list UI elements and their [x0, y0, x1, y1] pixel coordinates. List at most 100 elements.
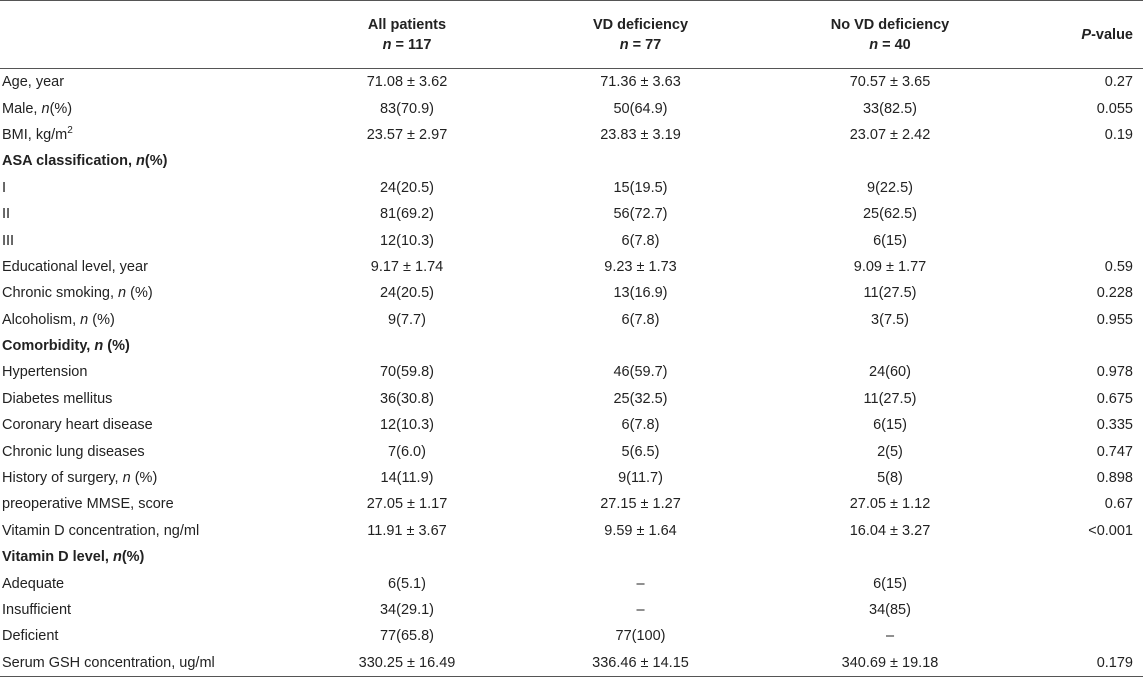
row-label-rest: (%): [121, 549, 145, 566]
table-row: I 24(20.5) 15(19.5) 9(22.5): [0, 175, 1143, 201]
table-row: Educational level, year 9.17 ± 1.74 9.23 ±…: [0, 254, 1143, 280]
cell-vd-deficiency: [522, 333, 759, 359]
section-header-row: Vitamin D level, n(%): [0, 544, 1143, 570]
cell-p-value: <0.001: [1088, 522, 1133, 539]
cell-all-patients: 7(6.0): [388, 443, 426, 460]
row-label-text: History of surgery,: [2, 470, 123, 487]
cell-p-value: 0.747: [1096, 443, 1133, 460]
cell-vd-deficiency: –: [636, 602, 645, 618]
header-no-vd-deficiency: No VD deficiency n = 40: [759, 0, 1021, 69]
table-body: Age, year 71.08 ± 3.62 71.36 ± 3.63 70.57 ±…: [0, 69, 1143, 677]
row-label-text: BMI, kg/m: [2, 126, 68, 143]
cell-no-vd-deficiency: [759, 544, 1021, 570]
cell-no-vd-deficiency: 16.04 ± 3.27: [849, 522, 931, 539]
table-row: Age, year 71.08 ± 3.62 71.36 ± 3.63 70.57 ±…: [0, 69, 1143, 96]
cell-no-vd-deficiency: 33(82.5): [862, 100, 917, 117]
row-label: Deficient: [0, 623, 292, 649]
cell-all-patients: 9(7.7): [388, 311, 426, 328]
cell-no-vd-deficiency: 11(27.5): [863, 285, 917, 302]
header-vd-deficiency-n-label: n: [619, 36, 629, 53]
cell-p-value: 0.335: [1096, 417, 1133, 434]
cell-all-patients: [292, 333, 522, 359]
header-p-value-italic: P: [1081, 26, 1092, 43]
row-label: Vitamin D level, n(%): [0, 544, 292, 570]
row-label-text: Alcoholism,: [2, 311, 81, 328]
row-label: I: [0, 175, 292, 201]
cell-p-value: [1021, 333, 1143, 359]
cell-p-value: [1021, 544, 1143, 570]
cell-p-value: 0.978: [1096, 364, 1133, 381]
cell-vd-deficiency: 9(11.7): [618, 470, 663, 487]
table-row: Insufficient 34(29.1) – 34(85): [0, 597, 1143, 623]
cell-vd-deficiency: 6(7.8): [621, 417, 660, 434]
cell-p-value: 0.27: [1104, 74, 1133, 91]
header-no-vd-deficiency-title: No VD deficiency: [830, 16, 950, 33]
cell-all-patients: 77(65.8): [379, 628, 434, 645]
table-row: Deficient 77(65.8) 77(100) –: [0, 623, 1143, 649]
cell-no-vd-deficiency: 6(15): [873, 575, 907, 592]
cell-p-value: 0.59: [1104, 258, 1133, 275]
cell-vd-deficiency: 23.83 ± 3.19: [600, 126, 681, 143]
cell-all-patients: 11.91 ± 3.67: [367, 522, 447, 539]
cell-p-value: 0.228: [1096, 285, 1133, 302]
cell-vd-deficiency: 9.23 ± 1.73: [604, 258, 677, 275]
cell-vd-deficiency: 336.46 ± 14.15: [522, 649, 759, 677]
cell-all-patients: 24(20.5): [379, 285, 434, 302]
row-label-superscript: 2: [67, 125, 73, 137]
cell-vd-deficiency: –: [636, 575, 645, 592]
table-row: Alcoholism, n (%) 9(7.7) 6(7.8) 3(7.5) 0.955: [0, 307, 1143, 333]
cell-no-vd-deficiency: 5(8): [877, 470, 903, 487]
header-all-patients-n-label: n: [382, 36, 392, 53]
row-label: Chronic smoking, n (%): [0, 280, 292, 306]
row-label-italic: n: [112, 549, 122, 566]
row-label-text: Vitamin D level,: [2, 549, 113, 566]
row-label-text: II: [2, 206, 11, 223]
cell-all-patients: 81(69.2): [379, 206, 434, 223]
row-label-text: Insufficient: [2, 602, 72, 618]
table-row: Chronic smoking, n (%) 24(20.5) 13(16.9) 11…: [0, 280, 1143, 306]
row-label-text: Hypertension: [2, 364, 88, 381]
cell-all-patients: 83(70.9): [379, 100, 434, 117]
header-all-patients-n-value: = 117: [395, 36, 432, 53]
row-label-italic: n: [94, 338, 104, 355]
table-row: Vitamin D concentration, ng/ml 11.91 ± 3.…: [0, 518, 1143, 544]
cell-p-value: [1021, 623, 1143, 649]
row-label-rest: (%): [130, 470, 158, 487]
row-label-text: Coronary heart disease: [2, 417, 153, 434]
row-label-text: Serum GSH concentration, ug/ml: [2, 654, 215, 671]
cell-all-patients: 14(11.9): [380, 470, 434, 487]
header-all-patients: All patients n = 117: [292, 0, 522, 69]
row-label: Alcoholism, n (%): [0, 307, 292, 333]
cell-vd-deficiency: 15(19.5): [613, 179, 668, 196]
cell-p-value: [1021, 570, 1143, 596]
cell-vd-deficiency: 9.59 ± 1.64: [604, 522, 677, 539]
cell-all-patients: [292, 544, 522, 570]
patient-characteristics-table: All patients n = 117 VD deficiency n = 7…: [0, 0, 1143, 677]
row-label-italic: n: [136, 153, 145, 170]
cell-vd-deficiency: [522, 148, 759, 174]
cell-no-vd-deficiency: 23.07 ± 2.42: [849, 126, 931, 143]
row-label: preoperative MMSE, score: [0, 491, 292, 517]
table-header-row: All patients n = 117 VD deficiency n = 7…: [0, 0, 1143, 69]
row-label: Chronic lung diseases: [0, 438, 292, 464]
header-label-column: [0, 0, 292, 69]
row-label: Diabetes mellitus: [0, 386, 292, 412]
row-label: Adequate: [0, 570, 292, 596]
cell-p-value: [1021, 175, 1143, 201]
table-row: Chronic lung diseases 7(6.0) 5(6.5) 2(5) 0.7…: [0, 438, 1143, 464]
cell-vd-deficiency: 6(7.8): [621, 311, 660, 328]
cell-vd-deficiency: [522, 544, 759, 570]
row-label: Comorbidity, n (%): [0, 333, 292, 359]
row-label-text: III: [2, 232, 15, 249]
cell-all-patients: 23.57 ± 2.97: [366, 126, 448, 143]
cell-p-value: 0.179: [1021, 649, 1143, 677]
cell-no-vd-deficiency: [759, 148, 1021, 174]
row-label: Educational level, year: [0, 254, 292, 280]
row-label-rest: (%): [126, 285, 153, 302]
row-label-text: Male,: [2, 100, 42, 117]
cell-all-patients: 12(10.3): [379, 417, 434, 434]
cell-vd-deficiency: 5(6.5): [621, 443, 660, 460]
header-vd-deficiency-n-value: = 77: [632, 36, 662, 53]
cell-no-vd-deficiency: 6(15): [873, 417, 907, 434]
row-label-italic: n: [122, 470, 131, 487]
